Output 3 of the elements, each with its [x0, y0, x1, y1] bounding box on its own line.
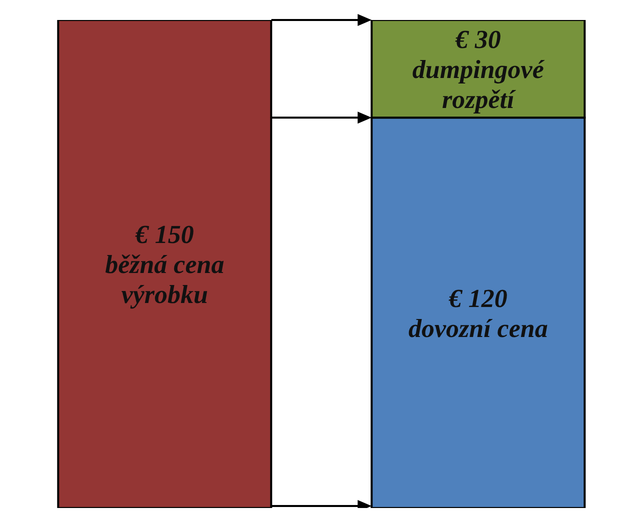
data-label: € 30 dumpingové rozpětí: [412, 24, 546, 114]
data-label: € 120 dovozní cena: [408, 284, 548, 343]
data-label: € 150 běžná cena výrobku: [105, 220, 224, 309]
